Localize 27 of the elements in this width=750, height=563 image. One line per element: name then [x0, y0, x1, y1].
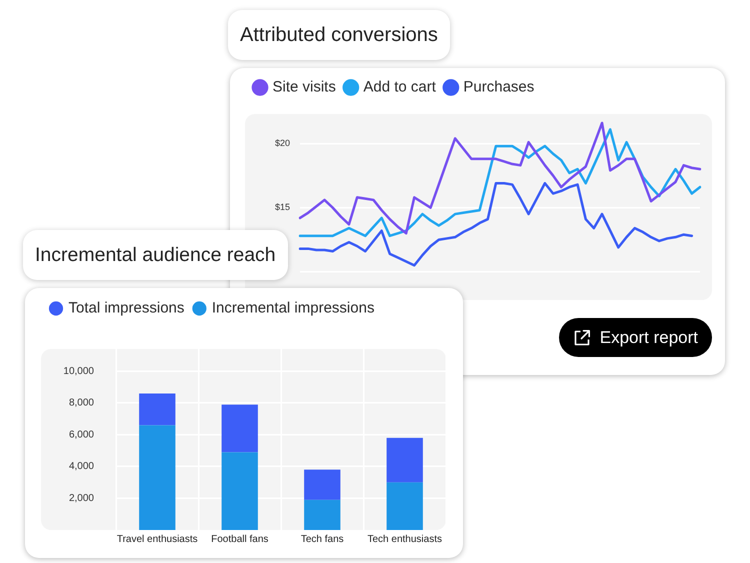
chart-title: Attributed conversions	[240, 24, 438, 46]
bar	[139, 425, 176, 530]
legend-label: Total impressions	[68, 300, 184, 317]
y-tick-label: $20	[274, 138, 290, 148]
bar	[386, 482, 423, 530]
y-tick-label: $15	[274, 202, 290, 212]
legend-label: Incremental impressions	[212, 300, 374, 317]
y-tick-label: 2,000	[68, 492, 94, 504]
bar	[304, 500, 340, 530]
y-tick-label: 10,000	[63, 366, 94, 377]
chart-title: Incremental audience reach	[35, 244, 276, 266]
x-tick-label: Tech fans	[300, 534, 344, 545]
x-tick-label: Tech enthusiasts	[368, 534, 442, 545]
legend-label: Purchases	[463, 78, 534, 96]
bar	[304, 470, 340, 500]
bar	[139, 393, 176, 426]
legend-label: Site visits	[272, 78, 336, 96]
y-tick-label: 4,000	[68, 461, 94, 472]
x-tick-label: Football fans	[211, 534, 268, 545]
bar	[222, 452, 258, 530]
bar	[222, 404, 258, 452]
x-tick-label: Travel enthusiasts	[116, 534, 198, 545]
y-tick-label: 8,000	[68, 398, 94, 409]
bar	[386, 438, 423, 482]
y-tick-label: 6,000	[68, 429, 94, 440]
export-button: Export report	[558, 318, 712, 357]
legend-label: Add to cart	[363, 78, 437, 96]
